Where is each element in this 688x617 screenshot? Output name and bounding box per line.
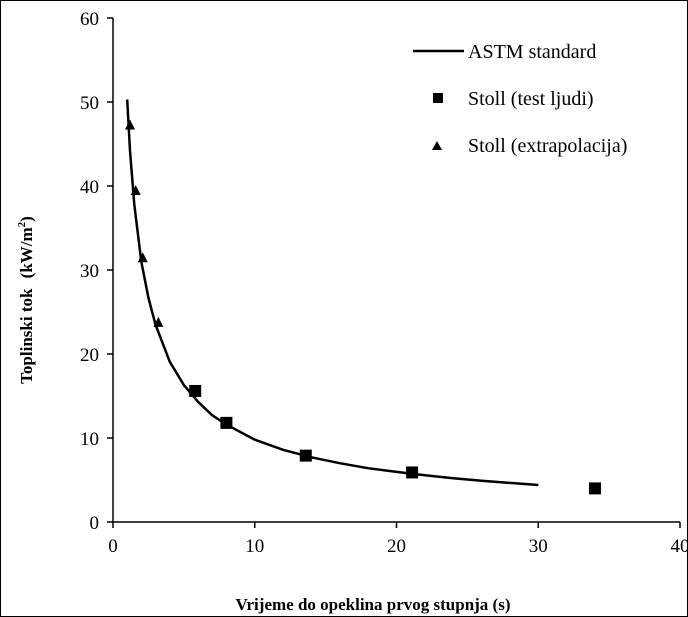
- y-tick-label: 60: [80, 9, 99, 30]
- series-line-astm: [125, 99, 539, 487]
- y-tick-label: 10: [80, 429, 99, 450]
- x-tick-label: 10: [245, 536, 264, 557]
- y-axis-label-sup: 2: [16, 221, 28, 227]
- y-tick-label: 20: [80, 345, 99, 366]
- data-point-triangle: [130, 185, 141, 196]
- legend-label-stoll-extrapolation: Stoll (extrapolacija): [468, 135, 627, 157]
- data-point-square: [299, 449, 312, 462]
- axes: [112, 18, 680, 523]
- x-axis-label: Vrijeme do opeklina prvog stupnja (s): [236, 595, 511, 614]
- y-tick-label: 0: [90, 513, 100, 534]
- y-axis-label: Toplinski tok (kW/m2): [16, 216, 36, 384]
- data-point-triangle: [137, 252, 148, 263]
- data-point-triangle: [125, 119, 136, 130]
- ticks: 0 10 20 30 40 0 10 20 30 40 50 60: [80, 9, 688, 557]
- x-tick-label: 40: [671, 536, 688, 557]
- data-point-square: [220, 416, 233, 429]
- y-axis-label-unit-close: ): [17, 216, 36, 222]
- data-point-square: [406, 466, 419, 479]
- legend-label-stoll-test: Stoll (test ljudi): [468, 88, 594, 110]
- legend-label-astm: ASTM standard: [468, 41, 596, 63]
- legend-square-marker: [433, 93, 443, 103]
- y-axis-label-text: Toplinski tok: [17, 288, 36, 384]
- x-tick-label: 0: [108, 536, 118, 557]
- x-tick-label: 30: [529, 536, 548, 557]
- y-tick-label: 30: [80, 261, 99, 282]
- x-tick-label: 20: [387, 536, 406, 557]
- y-tick-label: 40: [80, 177, 99, 198]
- data-point-triangle: [153, 316, 164, 327]
- y-axis-label-unit: (kW/m: [17, 227, 36, 278]
- y-tick-label: 50: [80, 93, 99, 114]
- legend: ASTM standard Stoll (test ljudi) Stoll (…: [413, 41, 627, 157]
- data-point-square: [588, 482, 601, 495]
- data-point-square: [189, 384, 202, 397]
- plot-area: [125, 99, 601, 495]
- legend-triangle-marker: [432, 141, 442, 150]
